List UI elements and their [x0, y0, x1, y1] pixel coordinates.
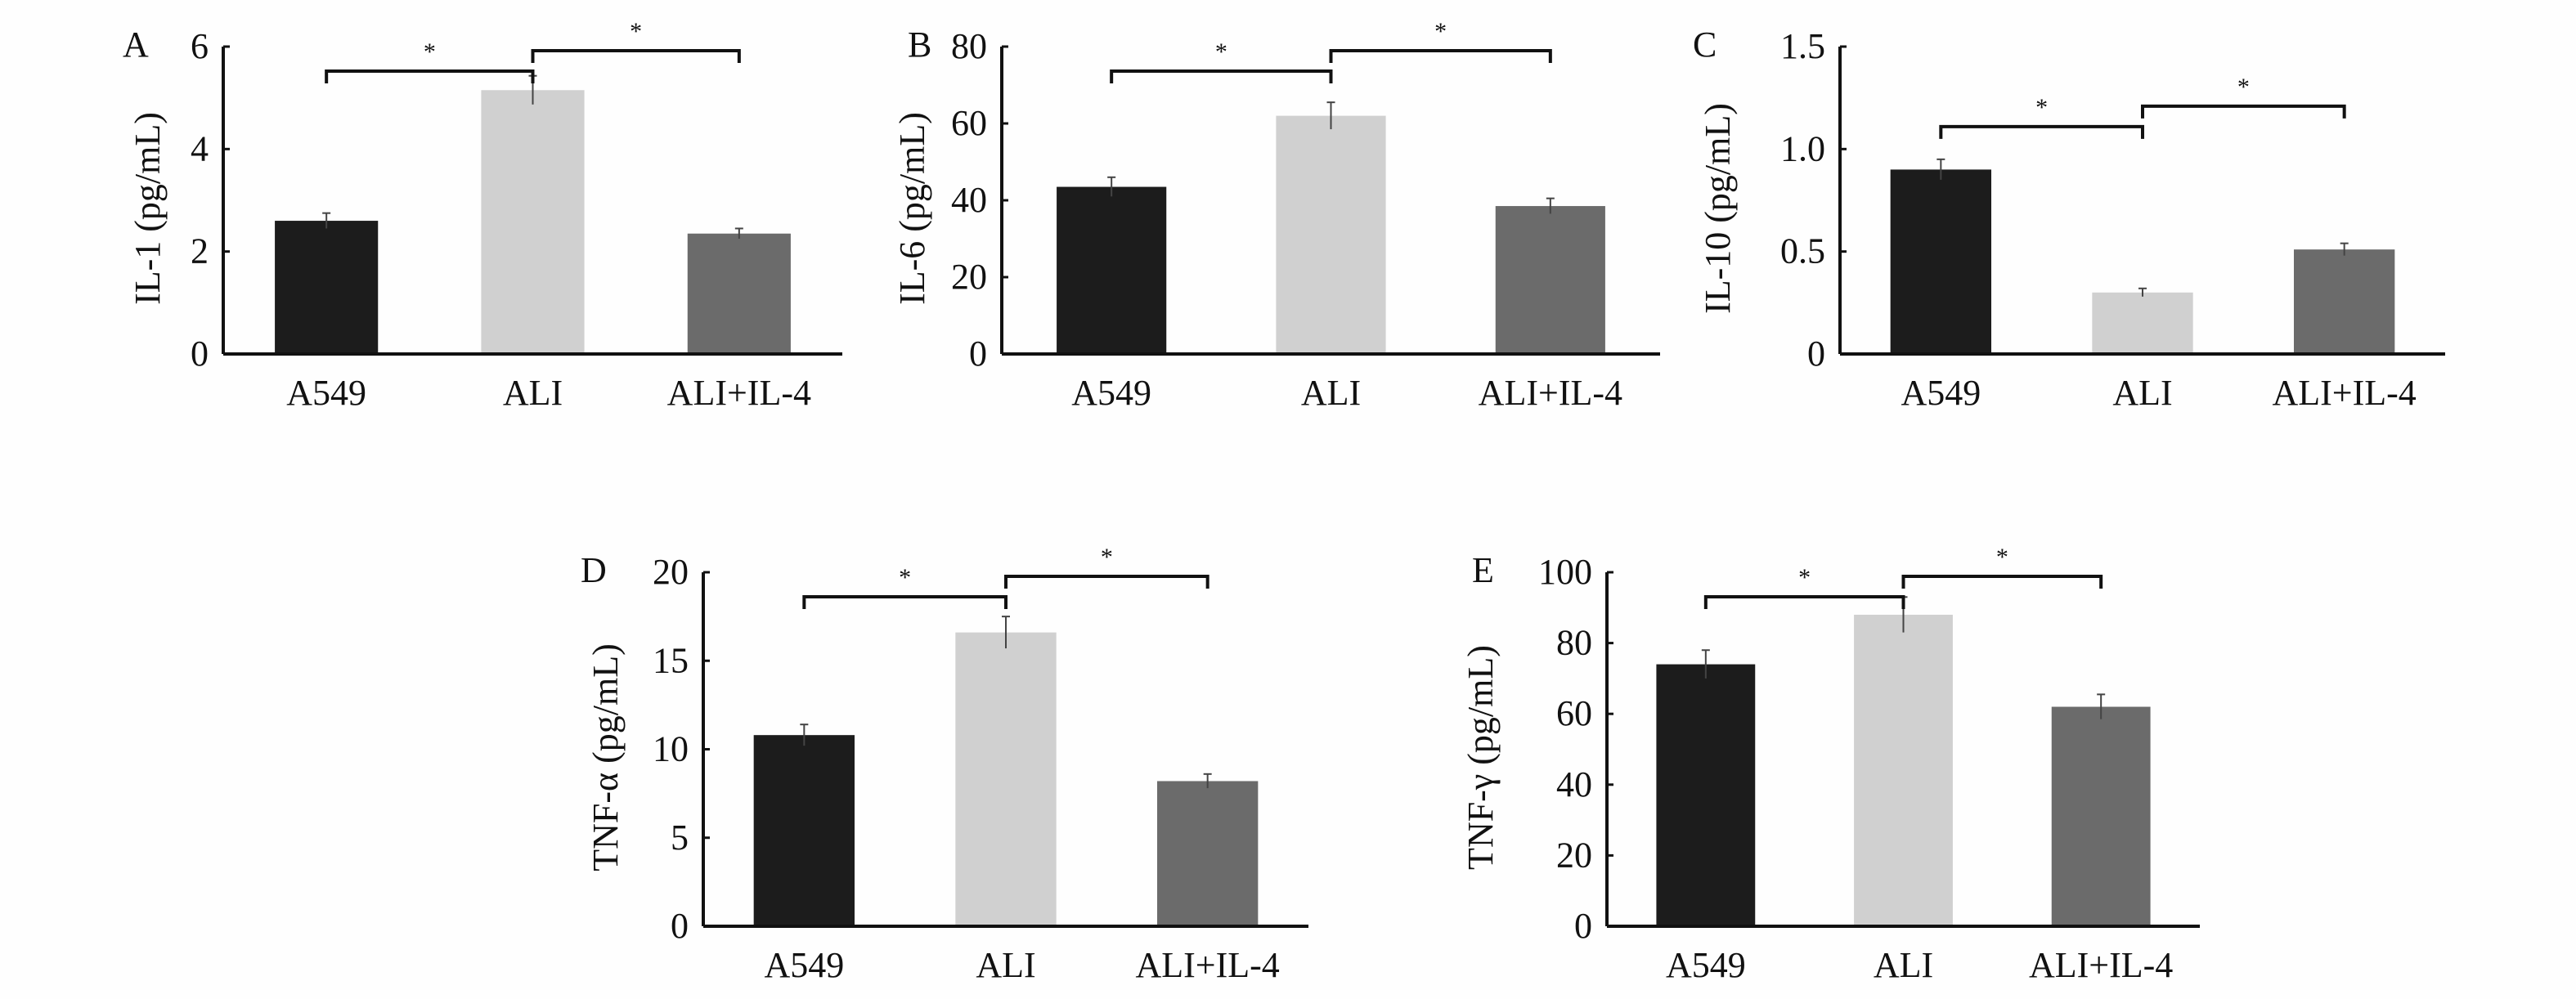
bar-ali-il-4	[2294, 249, 2395, 354]
significance-star: *	[630, 18, 642, 45]
y-tick-label: 10	[653, 729, 689, 769]
y-tick-label: 40	[951, 180, 987, 220]
bar-a549	[1656, 664, 1756, 926]
panel-label: A	[123, 25, 149, 65]
x-tick-label: A549	[1666, 945, 1746, 985]
y-tick-label: 40	[1556, 764, 1592, 804]
y-tick-label: 20	[1556, 835, 1592, 875]
y-tick-label: 0	[969, 334, 987, 374]
significance-bracket	[1901, 575, 2103, 589]
bar-ali-il-4	[1495, 206, 1605, 354]
bar-ali-il-4	[687, 233, 791, 354]
bar-a549	[753, 735, 855, 926]
significance-star: *	[1215, 38, 1227, 65]
y-tick-label: 0	[1574, 906, 1592, 946]
y-tick-label: 80	[951, 26, 987, 66]
bar-ali	[481, 90, 585, 355]
x-tick-label: ALI+IL-4	[667, 373, 811, 413]
panel-label: C	[1693, 25, 1717, 65]
x-tick-label: A549	[1901, 373, 1981, 413]
panel-a: A IL-1 (pg/mL) A549 ALI ALI+IL-4 0 2 4 6 * *	[123, 18, 842, 413]
significance-bracket	[325, 69, 535, 83]
y-tick-label: 0	[191, 334, 209, 374]
bar-a549	[1890, 169, 1991, 354]
y-tick-label: 1.5	[1780, 26, 1825, 66]
panel-label: B	[908, 25, 931, 65]
y-tick-label: 60	[951, 103, 987, 143]
x-tick-label: ALI+IL-4	[1136, 945, 1280, 985]
x-tick-label: ALI+IL-4	[1479, 373, 1622, 413]
y-tick-label: 6	[191, 26, 209, 66]
significance-star: *	[1996, 544, 2008, 571]
significance-bracket	[2141, 104, 2346, 119]
panel-e: E TNF-γ (pg/mL) A549 ALI ALI+IL-4 0 20 40 60 80 10…	[1461, 544, 2200, 985]
y-axis-title: TNF-γ (pg/mL)	[1461, 645, 1501, 870]
y-tick-label: 4	[191, 128, 209, 168]
panel-label: E	[1472, 550, 1494, 590]
significance-star: *	[1101, 544, 1113, 571]
significance-bracket	[1004, 575, 1209, 589]
y-tick-label: 20	[951, 257, 987, 297]
bar-ali	[2092, 292, 2193, 354]
y-tick-label: 0.5	[1780, 231, 1825, 271]
y-axis-title: IL-6 (pg/mL)	[892, 112, 932, 305]
x-tick-label: A549	[764, 945, 844, 985]
x-tick-label: ALI	[2112, 373, 2172, 413]
y-tick-label: 0	[671, 906, 689, 946]
bar-ali	[1276, 115, 1386, 354]
panel-b: B IL-6 (pg/mL) A549 ALI ALI+IL-4 0 20 40 60 80 * *	[892, 18, 1660, 413]
bar-a549	[275, 221, 379, 354]
y-tick-label: 80	[1556, 623, 1592, 663]
x-tick-label: A549	[286, 373, 366, 413]
y-tick-label: 60	[1556, 693, 1592, 733]
x-tick-label: ALI	[976, 945, 1035, 985]
significance-star: *	[899, 564, 911, 591]
y-tick-label: 2	[191, 231, 209, 271]
x-tick-label: ALI+IL-4	[2273, 373, 2417, 413]
panel-d: D TNF-α (pg/mL) A549 ALI ALI+IL-4 0 5 10 15 20 * *	[581, 544, 1308, 985]
significance-bracket	[531, 49, 741, 63]
y-axis-title: TNF-α (pg/mL)	[586, 643, 626, 871]
significance-bracket	[802, 595, 1008, 609]
y-axis-title: IL-10 (pg/mL)	[1698, 103, 1738, 314]
y-axis-title: IL-1 (pg/mL)	[128, 112, 168, 305]
y-tick-label: 0	[1807, 334, 1825, 374]
bar-ali	[955, 632, 1057, 926]
significance-star: *	[1434, 18, 1447, 45]
y-tick-label: 100	[1538, 552, 1592, 592]
x-tick-label: ALI	[1874, 945, 1933, 985]
panel-c: C IL-10 (pg/mL) A549 ALI ALI+IL-4 0 0.5 1.0 1.5 *…	[1693, 25, 2445, 413]
significance-star: *	[2035, 94, 2048, 121]
significance-star: *	[1798, 564, 1811, 591]
significance-star: *	[2237, 74, 2250, 101]
bar-ali	[1854, 614, 1953, 926]
panel-label: D	[581, 550, 607, 590]
x-tick-label: ALI	[503, 373, 563, 413]
y-tick-label: 15	[653, 640, 689, 680]
bar-ali-il-4	[2051, 706, 2151, 926]
significance-bracket	[1329, 49, 1552, 63]
significance-star: *	[424, 38, 436, 65]
y-tick-label: 5	[671, 818, 689, 858]
bar-ali-il-4	[1157, 781, 1259, 926]
x-tick-label: A549	[1071, 373, 1151, 413]
x-tick-label: ALI+IL-4	[2029, 945, 2173, 985]
x-tick-label: ALI	[1301, 373, 1361, 413]
significance-bracket	[1110, 69, 1333, 83]
y-tick-label: 1.0	[1780, 128, 1825, 168]
bar-a549	[1057, 186, 1167, 354]
y-tick-label: 20	[653, 552, 689, 592]
significance-bracket	[1703, 595, 1905, 609]
significance-bracket	[1939, 124, 2144, 139]
